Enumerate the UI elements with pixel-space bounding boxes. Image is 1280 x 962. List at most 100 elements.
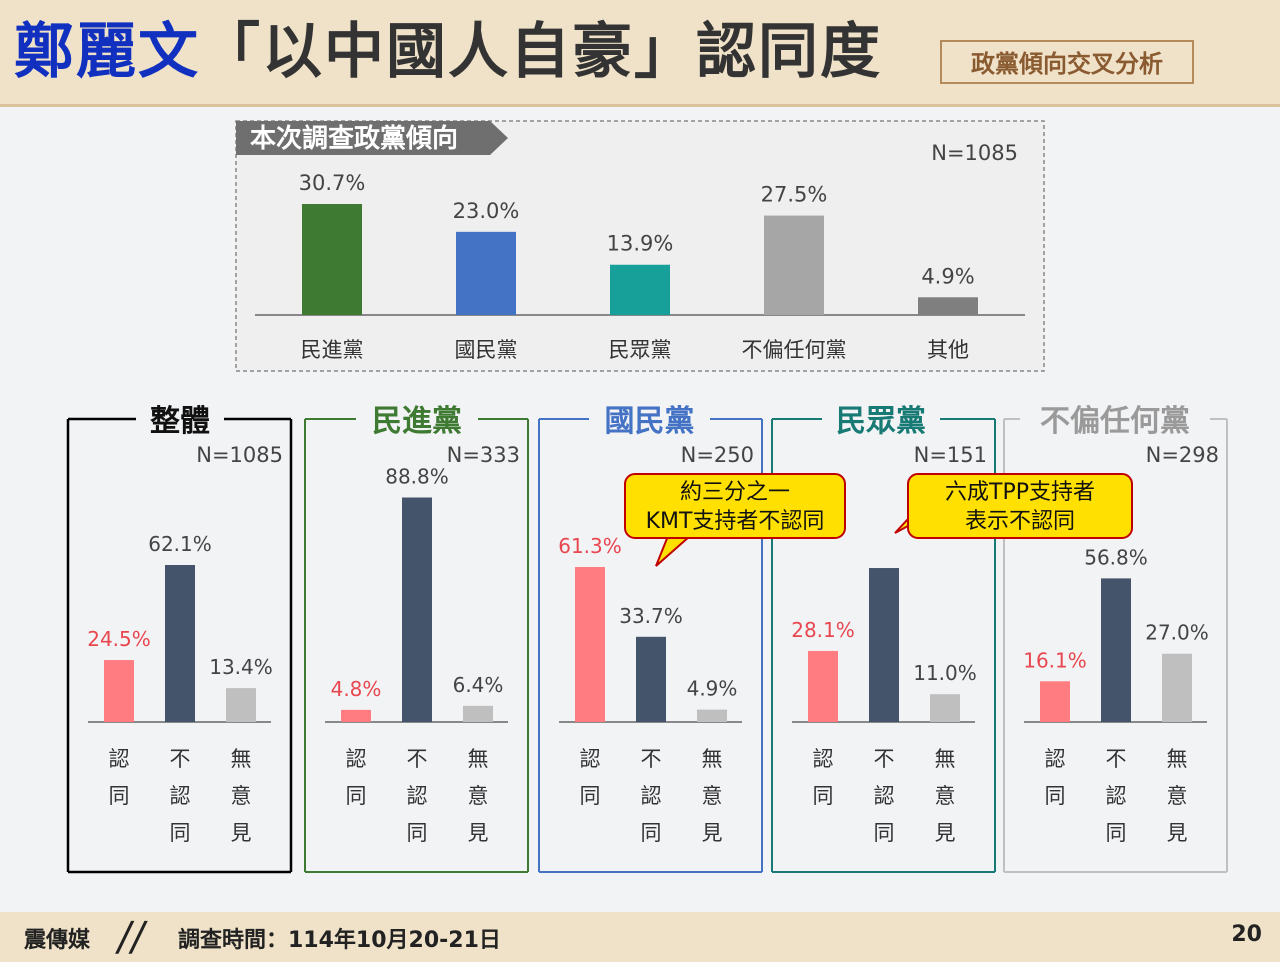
response-label-char: 認: [109, 747, 130, 771]
kmt-callout-line1: 約三分之一: [680, 480, 790, 505]
response-label-char: 同: [641, 821, 662, 845]
response-label-char: 不: [874, 747, 895, 771]
response-label-char: 同: [346, 784, 367, 808]
kmt-callout-line2: KMT支持者不認同: [646, 509, 825, 534]
top-chart-frame: [235, 120, 1045, 372]
response-label-char: 認: [346, 747, 367, 771]
panel-title: 國民黨: [605, 404, 695, 439]
response-bar-value: 16.1%: [1023, 648, 1087, 672]
response-bar-value: 27.0%: [1145, 621, 1209, 645]
response-bar: [1040, 681, 1070, 722]
response-label-char: 無: [1167, 747, 1188, 771]
response-bar: [463, 705, 493, 722]
response-label-char: 意: [231, 784, 252, 808]
response-bar: [104, 660, 134, 722]
response-label-char: 無: [231, 747, 252, 771]
response-bar-value: 6.4%: [453, 673, 504, 697]
panel-n: N=298: [1146, 443, 1219, 467]
response-label-char: 同: [580, 784, 601, 808]
response-label-char: 不: [407, 747, 428, 771]
response-bar: [402, 497, 432, 722]
response-bar: [575, 567, 605, 722]
response-label-char: 認: [170, 784, 191, 808]
response-label-char: 無: [468, 747, 489, 771]
response-label-char: 意: [935, 784, 956, 808]
panel-title: 不偏任何黨: [1040, 404, 1190, 439]
response-label-char: 同: [109, 784, 130, 808]
party-label: 民眾黨: [609, 338, 672, 362]
analysis-tag: 政黨傾向交叉分析: [940, 40, 1194, 84]
response-label-char: 認: [407, 784, 428, 808]
panel-title: 民眾黨: [836, 404, 926, 439]
response-bar-value: 4.8%: [331, 677, 382, 701]
top-chart-title: 本次調查政黨傾向: [250, 123, 458, 154]
response-label-char: 意: [1167, 784, 1188, 808]
party-bar: [610, 264, 670, 315]
response-bar: [697, 709, 727, 722]
response-bar-value: 4.9%: [687, 677, 738, 701]
response-bar-value: 13.4%: [209, 655, 273, 679]
response-label-char: 同: [1106, 821, 1127, 845]
footer: 震傳媒 // 調查時間：114年10月20-21日 20: [0, 912, 1280, 962]
party-bar: [456, 231, 516, 315]
header: 鄭麗文「以中國人自豪」認同度 政黨傾向交叉分析: [0, 0, 1280, 107]
response-label-char: 認: [813, 747, 834, 771]
panel-n: N=333: [447, 443, 520, 467]
response-label-char: 認: [580, 747, 601, 771]
response-bar-value: 24.5%: [87, 627, 151, 651]
party-bar-value: 4.9%: [921, 264, 974, 288]
response-label-char: 不: [641, 747, 662, 771]
party-label: 國民黨: [455, 338, 518, 362]
page-title: 鄭麗文「以中國人自豪」認同度: [14, 14, 882, 90]
panel-n: N=151: [914, 443, 987, 467]
response-bar: [1162, 653, 1192, 722]
response-label-char: 見: [702, 821, 723, 845]
party-bar-value: 30.7%: [299, 171, 366, 195]
party-bar: [302, 204, 362, 315]
response-label-char: 認: [641, 784, 662, 808]
party-bar-value: 27.5%: [761, 183, 828, 207]
panel-n: N=250: [681, 443, 754, 467]
response-bar: [808, 650, 838, 722]
response-bar: [869, 568, 899, 722]
survey-date: 調查時間：114年10月20-21日: [178, 928, 501, 953]
response-bar-value: 28.1%: [791, 618, 855, 642]
panel-title: 民進黨: [372, 404, 462, 439]
response-bar-value: 62.1%: [148, 532, 212, 556]
response-label-char: 同: [874, 821, 895, 845]
party-bar: [764, 215, 824, 315]
response-label-char: 同: [813, 784, 834, 808]
party-label: 其他: [927, 338, 969, 362]
response-label-char: 見: [1167, 821, 1188, 845]
party-label: 不偏任何黨: [742, 338, 847, 362]
page-number: 20: [1231, 922, 1262, 947]
kmt-callout-box: [624, 473, 846, 539]
response-bar: [930, 694, 960, 722]
footer-divider: //: [113, 914, 150, 960]
tpp-callout-line2: 表示不認同: [965, 509, 1075, 534]
response-bar-value: 88.8%: [385, 464, 449, 488]
response-label-char: 認: [1106, 784, 1127, 808]
tpp-callout-box: [907, 473, 1133, 539]
response-bar: [636, 636, 666, 722]
title-rest: 「以中國人自豪」認同度: [200, 17, 882, 87]
response-label-char: 意: [468, 784, 489, 808]
response-bar: [1101, 578, 1131, 722]
footer-brand: 震傳媒: [24, 928, 91, 953]
kmt-callout-pointer: [655, 535, 693, 567]
panel-title: 整體: [150, 404, 210, 439]
top-chart-n: N=1085: [931, 141, 1018, 165]
response-label-char: 見: [935, 821, 956, 845]
response-bar-value: 33.7%: [619, 604, 683, 628]
party-bar-value: 23.0%: [453, 199, 520, 223]
top-chart-title-banner: [236, 121, 508, 155]
response-label-char: 見: [231, 821, 252, 845]
response-label-char: 意: [702, 784, 723, 808]
party-bar-value: 13.9%: [607, 232, 674, 256]
party-label: 民進黨: [301, 338, 364, 362]
response-label-char: 同: [407, 821, 428, 845]
party-bar: [918, 297, 978, 315]
response-label-char: 無: [935, 747, 956, 771]
response-label-char: 無: [702, 747, 723, 771]
